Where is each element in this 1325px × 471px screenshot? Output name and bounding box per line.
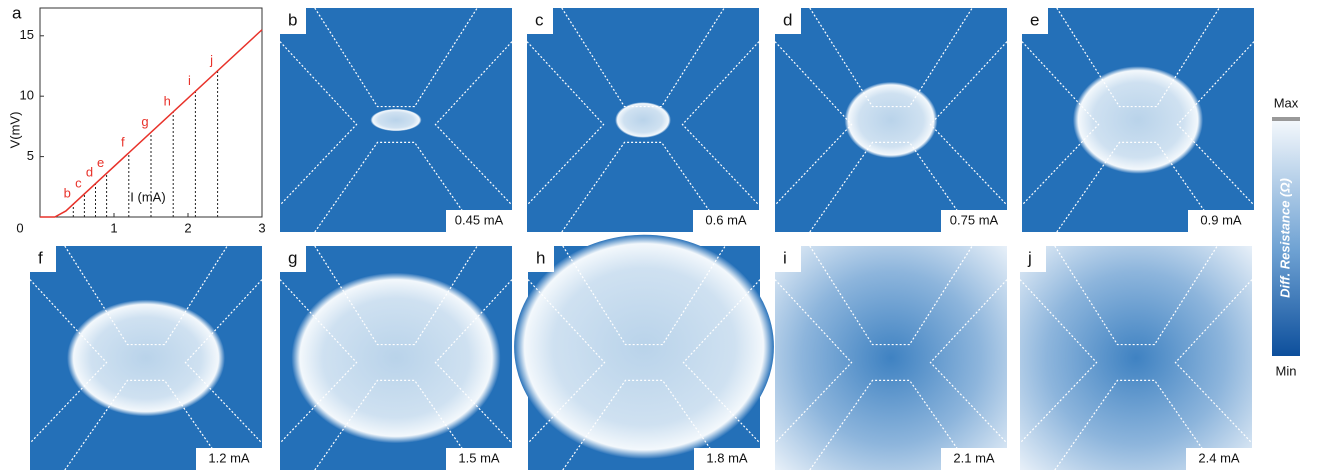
current-label: 0.45 mA [455,212,504,227]
resistance-region [292,273,501,443]
image-panel: b 0.45 mA [280,8,512,232]
marker-label: j [209,52,213,67]
image-panel: j 2.4 mA [1020,246,1252,470]
resistance-region [615,102,671,138]
x-tick-label: 0 [16,220,23,235]
x-tick-label: 2 [184,220,191,235]
current-label: 2.1 mA [953,450,995,465]
x-axis-label: I (mA) [130,189,165,204]
panel-label: g [288,248,297,267]
resistance-region [67,300,225,416]
current-label: 1.2 mA [208,450,250,465]
marker-label: g [141,114,148,129]
image-panel: e 0.9 mA [1022,8,1254,232]
panel-label: j [1027,248,1032,267]
panel-label: f [38,248,43,267]
colorbar-title: Diff. Resistance (Ω) [1277,178,1292,298]
marker-label: e [97,155,104,170]
marker-label: i [188,73,191,88]
y-tick-label: 15 [20,27,34,42]
panel-label: d [783,10,792,29]
current-label: 1.5 mA [458,450,500,465]
colorbar-cap [1272,117,1300,121]
current-label: 0.75 mA [950,212,999,227]
resistance-region [1073,66,1203,174]
current-label: 1.8 mA [706,450,748,465]
marker-label: d [86,165,93,180]
image-panel: i 2.1 mA [775,246,1007,470]
image-panel: h 1.8 mA [514,235,774,470]
resistance-region [845,82,938,158]
marker-label: h [164,93,171,108]
image-panel: g 1.5 mA [280,246,512,470]
panel-label: c [535,10,544,29]
y-tick-label: 5 [27,148,34,163]
panel-label: h [536,248,545,267]
panel-label: e [1030,10,1039,29]
label-box [30,246,56,272]
colorbar-max: Max [1274,95,1299,110]
resistance-region [775,246,1007,470]
current-label: 0.6 mA [705,212,747,227]
panel-label: i [783,248,787,267]
image-panel: f 1.2 mA [30,246,262,470]
image-panel: c 0.6 mA [527,8,759,232]
colorbar-min: Min [1276,363,1297,378]
label-box [775,246,801,272]
marker-label: b [64,186,71,201]
x-tick-label: 3 [258,220,265,235]
current-label: 2.4 mA [1198,450,1240,465]
y-axis-label: V(mV) [7,112,22,149]
resistance-region [370,109,421,131]
panel-label: a [12,3,22,22]
resistance-region [1020,246,1252,470]
marker-label: c [75,175,82,190]
x-tick-label: 1 [110,220,117,235]
plot-frame [40,8,262,217]
label-box [1020,246,1046,272]
current-label: 0.9 mA [1200,212,1242,227]
y-tick-label: 10 [20,88,34,103]
figure: a I (mA) V(mV) Max Min Diff. Resistance … [0,0,1325,471]
image-panel: d 0.75 mA [775,8,1007,232]
panel-label: b [288,10,297,29]
marker-label: f [121,134,125,149]
